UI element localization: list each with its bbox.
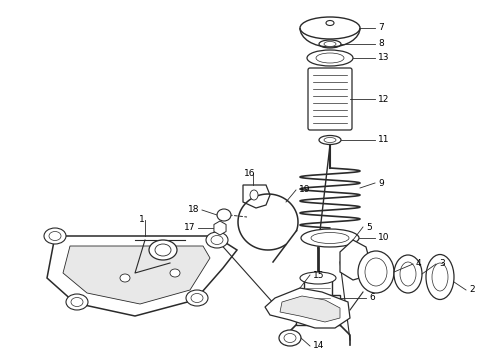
Text: 17: 17 (183, 224, 195, 233)
Ellipse shape (400, 262, 416, 286)
Ellipse shape (71, 297, 83, 306)
Ellipse shape (432, 263, 448, 291)
Ellipse shape (49, 231, 61, 240)
Polygon shape (340, 240, 370, 280)
Ellipse shape (155, 244, 171, 256)
FancyBboxPatch shape (308, 68, 352, 130)
Ellipse shape (149, 240, 177, 260)
Ellipse shape (170, 269, 180, 277)
Text: 7: 7 (378, 23, 384, 32)
Text: 18: 18 (188, 206, 199, 215)
Ellipse shape (186, 290, 208, 306)
Ellipse shape (211, 235, 223, 244)
Ellipse shape (250, 190, 258, 200)
Ellipse shape (324, 138, 336, 143)
Text: 11: 11 (378, 135, 390, 144)
Polygon shape (243, 185, 270, 208)
Ellipse shape (319, 40, 341, 48)
Text: 12: 12 (378, 94, 390, 104)
Ellipse shape (44, 228, 66, 244)
Polygon shape (47, 236, 237, 316)
Text: 13: 13 (378, 54, 390, 63)
Ellipse shape (316, 53, 344, 63)
Ellipse shape (365, 258, 387, 286)
Ellipse shape (324, 41, 336, 46)
Ellipse shape (307, 50, 353, 66)
Polygon shape (63, 246, 210, 304)
Text: 3: 3 (439, 260, 445, 269)
Text: 8: 8 (378, 40, 384, 49)
Text: 14: 14 (313, 342, 324, 351)
Polygon shape (280, 296, 340, 322)
Ellipse shape (426, 255, 454, 300)
Ellipse shape (120, 274, 130, 282)
Text: 16: 16 (244, 168, 256, 177)
Ellipse shape (206, 232, 228, 248)
Ellipse shape (191, 293, 203, 302)
Bar (296, 295, 340, 325)
Text: 15: 15 (313, 270, 324, 279)
Polygon shape (265, 288, 350, 328)
Ellipse shape (358, 251, 394, 293)
Ellipse shape (319, 135, 341, 144)
Ellipse shape (284, 333, 296, 342)
Text: 5: 5 (366, 222, 372, 231)
Ellipse shape (217, 209, 231, 221)
Ellipse shape (326, 21, 334, 26)
Ellipse shape (301, 229, 359, 247)
Text: 9: 9 (378, 179, 384, 188)
Ellipse shape (300, 17, 360, 39)
Text: 4: 4 (416, 260, 421, 269)
Text: 19: 19 (299, 185, 311, 194)
Text: 2: 2 (469, 285, 475, 294)
Bar (304, 278, 332, 300)
Text: 10: 10 (378, 234, 390, 243)
Text: 6: 6 (369, 293, 375, 302)
Ellipse shape (311, 233, 349, 243)
Text: 1: 1 (139, 216, 145, 225)
Ellipse shape (394, 255, 422, 293)
Ellipse shape (279, 330, 301, 346)
Ellipse shape (300, 272, 336, 284)
Ellipse shape (66, 294, 88, 310)
